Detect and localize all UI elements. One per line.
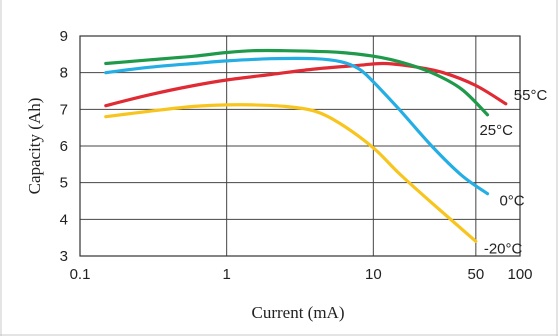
y-tick-label: 7 [60,101,68,118]
series-line [104,103,478,243]
series-label: 55°C [514,87,548,104]
series-label: -20°C [484,240,523,257]
y-tick-label: 6 [60,138,68,155]
x-tick-label: 50 [468,266,485,283]
series-line [104,56,490,196]
x-tick-labels: 0.1 1 10 50 100 [70,266,533,283]
y-axis-title: Capacity (Ah) [25,98,44,195]
plot-border [79,35,521,257]
y-tick-label: 5 [60,175,68,192]
x-tick-label: 10 [365,266,382,283]
series-label: 25°C [479,122,513,139]
series-line [104,61,508,108]
series-lines [104,48,508,243]
series-label: 0°C [499,193,524,210]
y-tick-label: 4 [60,211,68,228]
series-line [104,48,490,117]
y-tick-label: 9 [60,28,68,45]
y-tick-label: 3 [60,248,68,265]
x-tick-label: 1 [222,266,230,283]
x-tick-label: 0.1 [70,266,91,283]
series-labels: 55°C 25°C 0°C -20°C [479,87,547,257]
y-tick-label: 8 [60,65,68,82]
x-axis-title: Current (mA) [251,303,344,322]
y-tick-labels: 3 4 5 6 7 8 9 [60,28,68,265]
x-tick-label: 100 [507,266,532,283]
